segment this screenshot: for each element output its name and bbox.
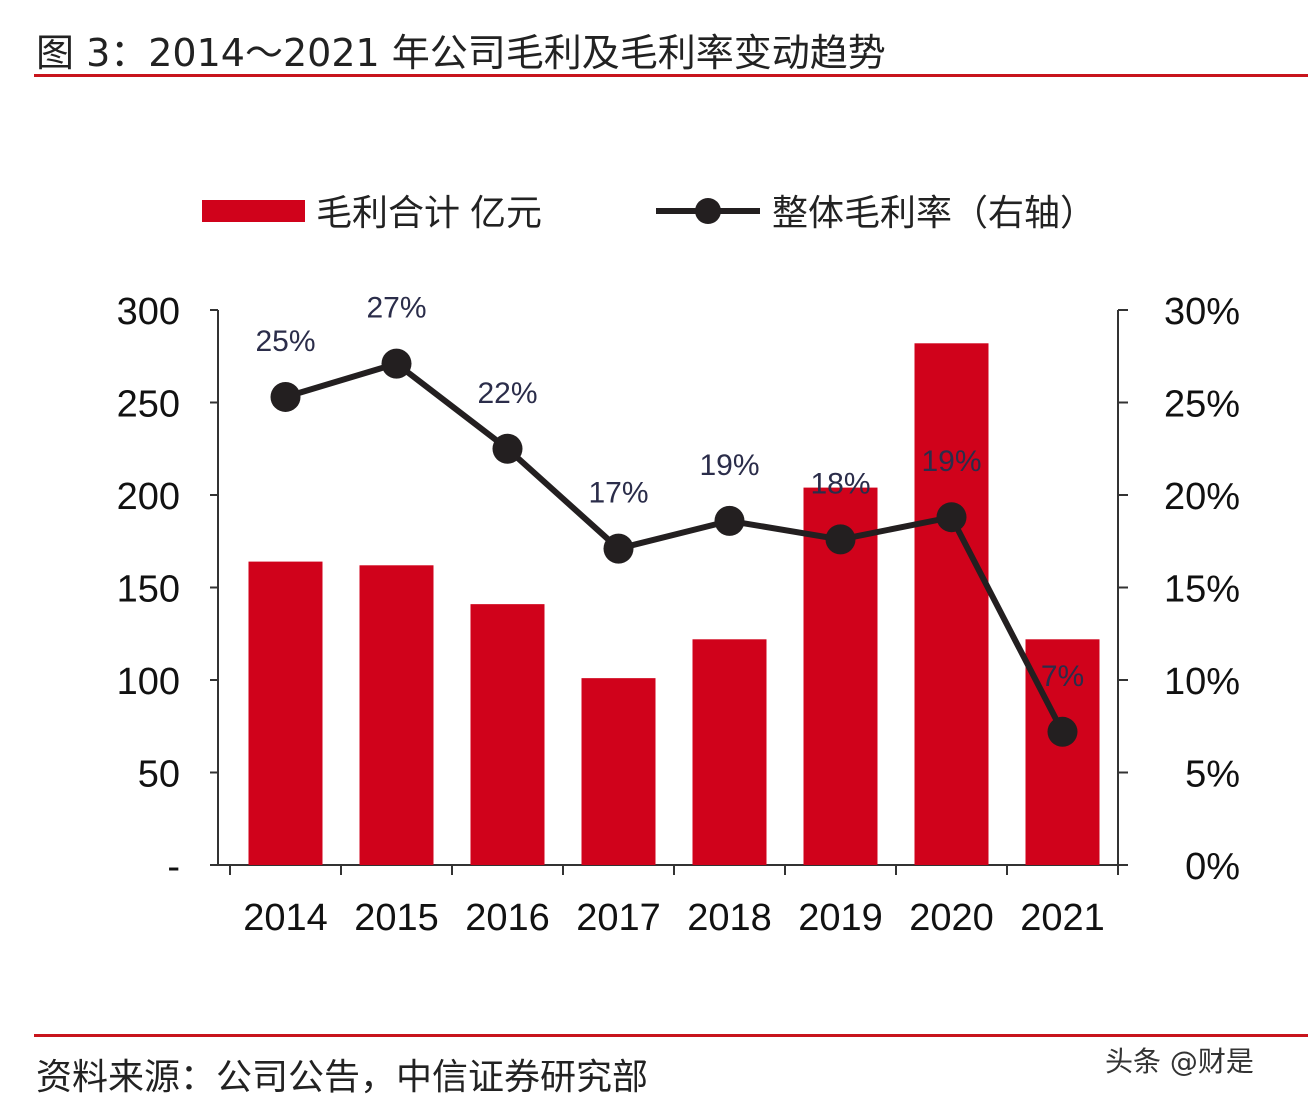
- left-tick-label: 100: [117, 661, 180, 703]
- margin-line: [284, 360, 1066, 734]
- title-rule: [34, 74, 1308, 77]
- bar-2017: [581, 678, 656, 865]
- right-tick-label: 30%: [1164, 291, 1240, 333]
- x-tick-label: 2017: [576, 897, 661, 939]
- source-note: 资料来源：公司公告，中信证券研究部: [36, 1057, 649, 1098]
- margin-data-label: 7%: [1041, 660, 1084, 693]
- margin-point-2020: [936, 502, 967, 533]
- x-tick-label: 2021: [1020, 897, 1105, 939]
- x-tick-label: 2019: [798, 897, 883, 939]
- footer-rule: [34, 1034, 1308, 1037]
- margin-point-2017: [603, 533, 634, 564]
- left-tick-label: 150: [117, 569, 180, 611]
- margin-data-label: 27%: [366, 292, 426, 325]
- margin-data-label: 18%: [810, 467, 870, 500]
- legend-bar-label: 毛利合计 亿元: [316, 192, 542, 233]
- margin-point-2016: [492, 433, 523, 464]
- legend-bar-swatch: [202, 200, 305, 222]
- left-tick-label: -: [167, 846, 180, 888]
- margin-data-label: 19%: [699, 449, 759, 482]
- right-tick-label: 0%: [1185, 846, 1240, 888]
- left-tick-label: 200: [117, 476, 180, 518]
- figure-title: 图 3：2014～2021 年公司毛利及毛利率变动趋势: [36, 31, 886, 75]
- x-tick-label: 2015: [354, 897, 439, 939]
- margin-point-2019: [825, 524, 856, 555]
- x-tick-label: 2020: [909, 897, 994, 939]
- bar-2015: [359, 565, 434, 865]
- margin-point-2021: [1047, 716, 1078, 747]
- margin-point-2014: [270, 381, 301, 412]
- margin-data-label: 17%: [588, 477, 648, 510]
- bar-2021: [1025, 639, 1100, 865]
- x-tick-label: 2016: [465, 897, 550, 939]
- margin-data-label: 19%: [921, 445, 981, 478]
- legend: 毛利合计 亿元 整体毛利率（右轴）: [202, 192, 1096, 233]
- margin-data-label: 25%: [255, 325, 315, 358]
- margin-data-label: 22%: [477, 377, 537, 410]
- bar-2018: [692, 639, 767, 865]
- x-tick-label: 2018: [687, 897, 772, 939]
- bar-2014: [248, 561, 323, 865]
- margin-point-2015: [381, 348, 412, 379]
- legend-line-label: 整体毛利率（右轴）: [772, 192, 1096, 233]
- right-tick-label: 25%: [1164, 384, 1240, 426]
- right-tick-label: 10%: [1164, 661, 1240, 703]
- left-tick-label: 300: [117, 291, 180, 333]
- watermark: 头条 @财是: [1105, 1045, 1254, 1078]
- legend-line-marker: [695, 198, 721, 224]
- margin-point-2018: [714, 505, 745, 536]
- left-tick-label: 250: [117, 384, 180, 426]
- right-tick-label: 20%: [1164, 476, 1240, 518]
- bar-2016: [470, 604, 545, 865]
- x-tick-label: 2014: [243, 897, 328, 939]
- right-tick-label: 5%: [1185, 754, 1240, 796]
- right-tick-label: 15%: [1164, 569, 1240, 611]
- left-tick-label: 50: [138, 754, 180, 796]
- bar-2020: [914, 343, 989, 865]
